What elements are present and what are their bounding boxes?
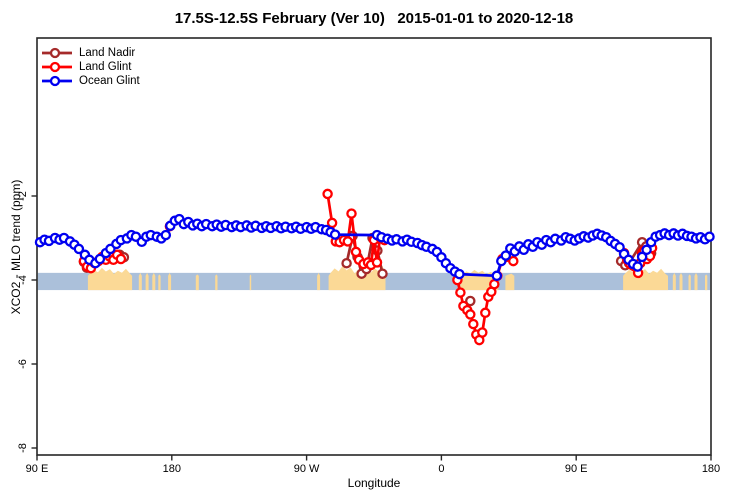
data-point-marker [468,318,479,330]
data-point-marker [465,309,476,320]
legend-row: Ocean Glint [41,74,140,88]
map-strip-land [705,274,708,291]
data-point-marker [500,250,512,261]
map-strip-land [168,272,172,291]
data-point-marker [477,327,488,338]
data-point-marker [73,243,85,255]
y-tick-label: -8 [17,443,29,453]
map-strip-land [158,274,161,291]
legend-line-marker-icon [42,75,72,87]
data-point-marker [465,295,476,307]
y-tick-label: -4 [17,275,29,285]
map-strip-land [145,272,149,291]
map-strip-land [87,267,133,291]
data-point-marker [326,217,338,229]
x-tick-label: 90 W [294,463,320,475]
data-point-marker [94,253,106,265]
legend-line-marker-icon [42,47,72,59]
legend-line-marker-icon [42,61,72,73]
map-strip-land [328,265,386,291]
map-strip-land [679,272,683,291]
data-point-marker [115,253,127,265]
legend-label: Ocean Glint [79,75,140,87]
legend-label: Land Glint [79,61,132,73]
chart-title: 17.5S-12.5S February (Ver 10) 2015-01-01… [174,10,574,27]
data-point-marker [342,236,354,247]
data-point-marker [508,255,519,267]
data-point-marker [371,257,383,268]
data-point-marker [704,231,715,242]
legend-label: Land Nadir [79,47,136,59]
y-tick-label: -6 [17,359,29,369]
x-tick-label: 180 [163,463,181,475]
map-strip-land [672,272,676,291]
data-point-marker [480,307,491,319]
y-axis-label: XCO2 - MLO trend (ppm) [9,179,23,315]
map-strip-land [249,274,252,291]
map-strip-land [215,274,218,291]
data-point-marker [489,278,500,290]
legend-row: Land Nadir [41,46,140,60]
data-point-marker [632,261,643,272]
map-strip-land [138,272,142,291]
x-axis-label: Longitude [347,476,401,490]
data-point-marker [454,268,465,280]
map-strip-land [505,273,515,291]
y-tick-label: -2 [17,191,29,201]
x-tick-label: 90 E [26,463,49,475]
map-strip-land [195,274,199,291]
data-point-marker [455,287,466,298]
data-point-marker [641,244,652,256]
map-strip-land [317,272,321,291]
data-point-marker [346,208,357,219]
data-point-marker [160,229,172,241]
legend-row: Land Glint [41,60,140,74]
map-strip-land [688,274,691,291]
data-point-marker [491,270,503,282]
x-tick-label: 0 [438,463,444,475]
data-point-marker [377,268,388,279]
data-point-marker [322,188,333,200]
map-strip-land [694,272,698,291]
x-tick-label: 90 E [565,463,588,475]
x-tick-label: 180 [702,463,720,475]
data-point-marker [636,251,648,263]
legend: Land Nadir Land Glint Ocean Glint [41,46,140,88]
map-strip-land [623,267,668,291]
map-strip-land [152,272,156,291]
data-point-marker [329,229,341,240]
data-point-marker [341,257,352,269]
